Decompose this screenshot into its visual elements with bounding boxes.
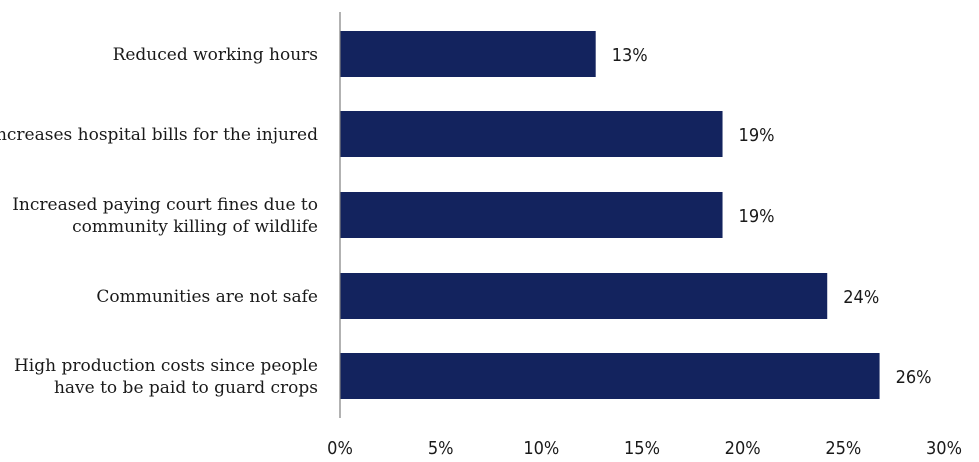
category-label-3-line-0: Communities are not safe: [96, 287, 318, 307]
category-label-4-line-0: High production costs since people: [14, 356, 318, 376]
category-label-2-line-1: community killing of wildlife: [72, 217, 318, 237]
category-label-0-line-0: Reduced working hours: [113, 45, 318, 65]
category-label-4: High production costs since people have t…: [14, 356, 318, 398]
bars-group: [340, 31, 880, 399]
bar-4: [340, 353, 880, 399]
bar-2: [340, 192, 723, 238]
bar-1: [340, 111, 723, 157]
x-tick-label-3: 15%: [624, 438, 660, 459]
x-tick-labels-group: 0% 5% 10% 15% 20% 25% 30%: [327, 438, 962, 459]
value-label-2: 19%: [739, 206, 775, 227]
x-tick-label-6: 30%: [926, 438, 962, 459]
x-tick-label-2: 10%: [523, 438, 559, 459]
x-tick-label-1: 5%: [428, 438, 454, 459]
x-tick-label-0: 0%: [327, 438, 353, 459]
value-label-3: 24%: [843, 287, 879, 308]
category-label-1: Increases hospital bills for the injured: [0, 125, 318, 145]
value-label-0: 13%: [612, 45, 648, 66]
x-tick-label-5: 25%: [825, 438, 861, 459]
category-label-1-line-0: Increases hospital bills for the injured: [0, 125, 318, 145]
category-label-3: Communities are not safe: [96, 287, 318, 307]
category-label-2: Increased paying court fines due to commu…: [12, 195, 318, 237]
bar-3: [340, 273, 828, 319]
category-labels-group: Reduced working hours Increases hospital …: [0, 45, 318, 398]
bar-0: [340, 31, 596, 77]
value-label-1: 19%: [739, 125, 775, 146]
value-labels-group: 13% 19% 19% 24% 26%: [612, 45, 932, 388]
x-tick-label-4: 20%: [725, 438, 761, 459]
category-label-0: Reduced working hours: [113, 45, 318, 65]
value-label-4: 26%: [896, 367, 932, 388]
category-label-2-line-0: Increased paying court fines due to: [12, 195, 318, 215]
category-label-4-line-1: have to be paid to guard crops: [54, 378, 318, 398]
